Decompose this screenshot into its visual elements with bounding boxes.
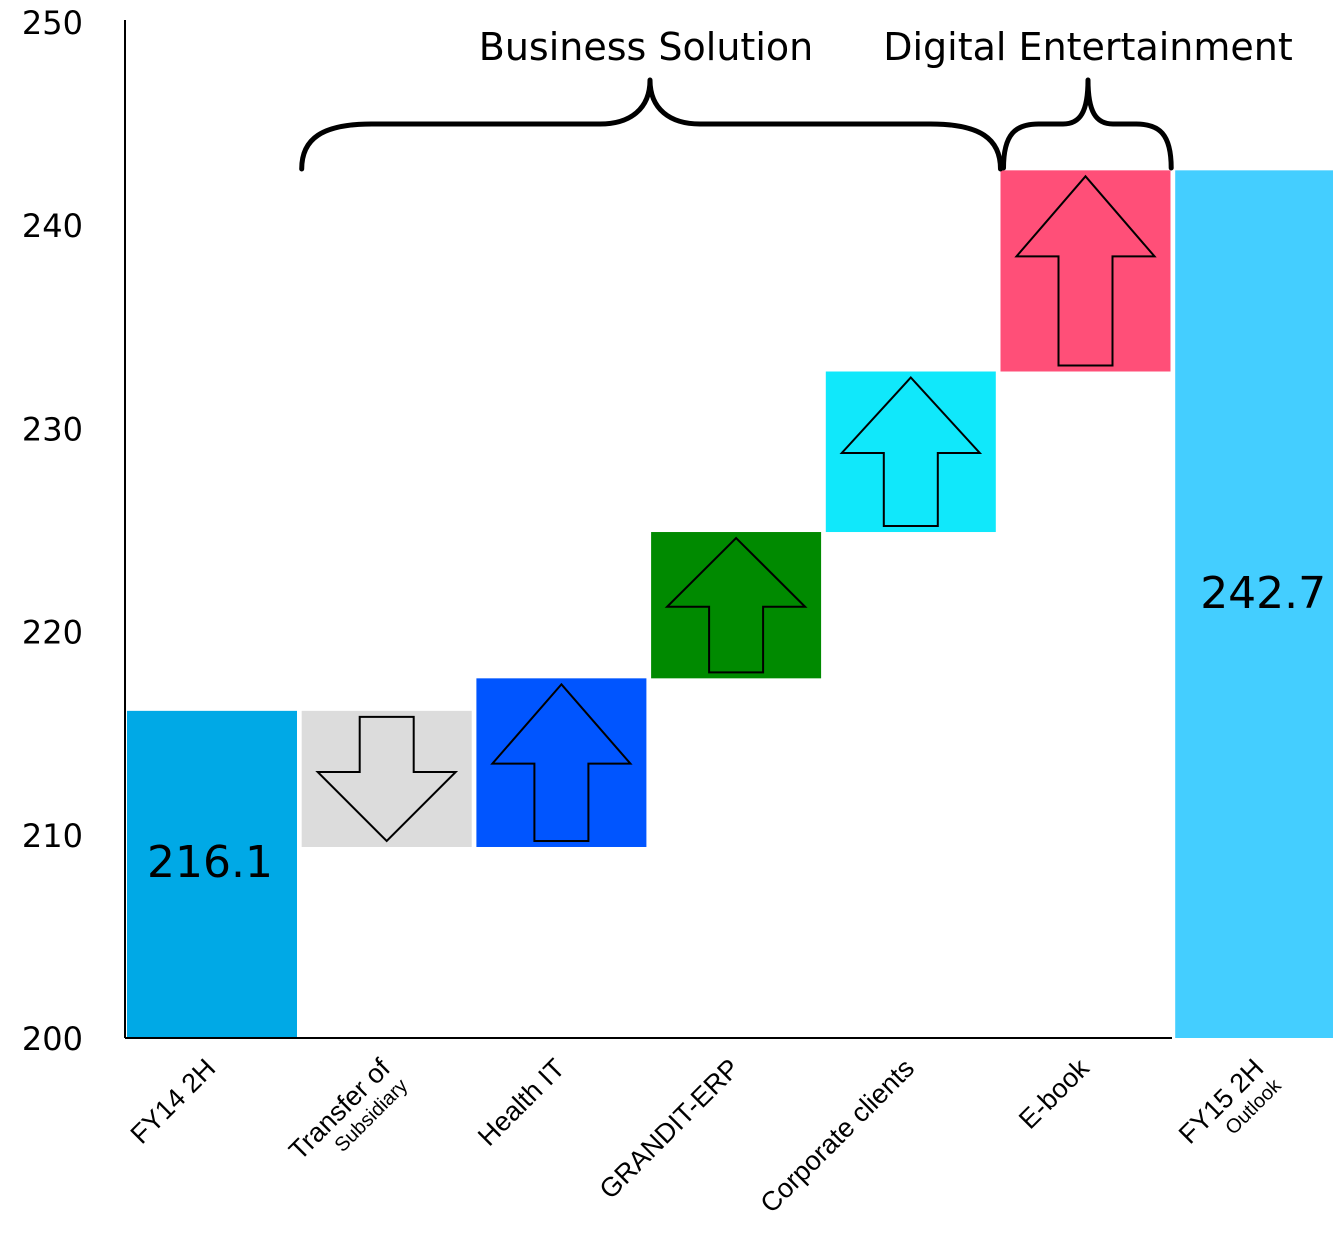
up-arrow-icon-3	[664, 536, 808, 674]
brace-digital-entertainment	[1001, 77, 1174, 171]
value-label-0: 216.1	[147, 837, 273, 888]
bar-5	[1000, 170, 1171, 372]
up-arrow-icon-4	[839, 376, 983, 528]
category-text: GRANDIT-ERP	[594, 1053, 746, 1205]
axes-layer	[124, 20, 1172, 1039]
value-label-6: 242.7	[1200, 568, 1326, 619]
y-tick-label: 220	[22, 614, 83, 652]
group-braces: Business Solution Digital Entertainment	[299, 25, 1293, 172]
down-arrow-icon-1	[315, 715, 459, 843]
category-label-4: Corporate clients	[755, 1053, 921, 1219]
y-tick-label: 230	[22, 410, 83, 448]
bar-4	[825, 371, 996, 533]
category-text: E-book	[1013, 1053, 1095, 1135]
bar-1	[301, 710, 472, 847]
bar-0	[127, 710, 297, 1038]
up-arrow-icon-2	[490, 682, 633, 842]
bar-6	[1175, 170, 1333, 1038]
brace-business-solution	[299, 77, 1003, 172]
y-tick-label: 250	[22, 4, 83, 42]
category-text: FY14 2H	[125, 1053, 222, 1150]
bars-layer: 216.1 242.7	[127, 170, 1333, 1038]
up-arrow-icon-5	[1014, 174, 1157, 367]
y-tick-label: 240	[22, 207, 83, 245]
category-label-2: Health IT	[472, 1053, 571, 1152]
y-tick-label: 200	[22, 1020, 83, 1058]
y-tick-label: 210	[22, 817, 83, 855]
bar-3	[651, 532, 822, 679]
category-label-0: FY14 2H	[125, 1053, 222, 1150]
y-tick-labels: 200 210 220 230 240 250	[22, 4, 83, 1058]
category-text: Corporate clients	[755, 1053, 921, 1219]
category-label-3: GRANDIT-ERP	[594, 1053, 746, 1205]
category-text: Health IT	[472, 1053, 571, 1152]
category-label-5: E-book	[1013, 1053, 1095, 1135]
group-label-digital-entertainment: Digital Entertainment	[883, 25, 1293, 69]
group-label-business-solution: Business Solution	[479, 25, 813, 69]
